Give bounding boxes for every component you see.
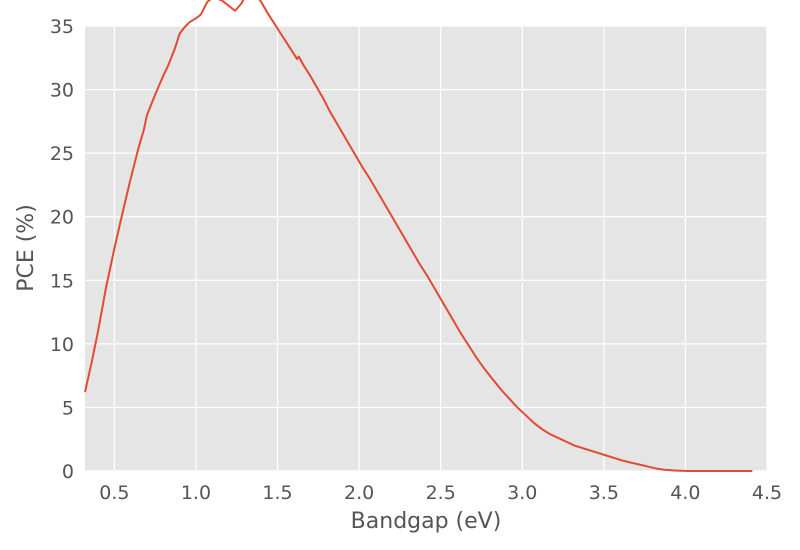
grid-lines bbox=[85, 25, 768, 472]
x-tick-label: 2.0 bbox=[344, 482, 374, 504]
x-tick-label: 1.0 bbox=[181, 482, 211, 504]
x-tick-label: 4.5 bbox=[752, 482, 782, 504]
x-tick-labels: 0.5 1.0 1.5 2.0 2.5 3.0 3.5 4.0 4.5 bbox=[99, 482, 782, 504]
y-tick-labels: 0 5 10 15 20 25 30 35 bbox=[50, 16, 74, 483]
series-group bbox=[84, 0, 753, 472]
plot-background bbox=[85, 26, 767, 471]
x-tick-label: 3.0 bbox=[507, 482, 537, 504]
y-tick-label: 5 bbox=[62, 397, 74, 419]
y-tick-label: 0 bbox=[62, 461, 74, 483]
y-tick-label: 10 bbox=[50, 334, 74, 356]
x-tick-label: 3.5 bbox=[589, 482, 619, 504]
x-axis-label: Bandgap (eV) bbox=[351, 509, 502, 534]
y-tick-label: 20 bbox=[50, 207, 74, 229]
y-tick-label: 35 bbox=[50, 16, 74, 38]
x-tick-label: 0.5 bbox=[99, 482, 129, 504]
x-tick-label: 4.0 bbox=[670, 482, 700, 504]
y-tick-label: 30 bbox=[50, 80, 74, 102]
y-tick-label: 25 bbox=[50, 143, 74, 165]
y-axis-label: PCE (%) bbox=[14, 204, 39, 292]
x-tick-label: 2.5 bbox=[426, 482, 456, 504]
x-tick-label: 1.5 bbox=[262, 482, 292, 504]
pce-series-line bbox=[84, 0, 753, 472]
y-tick-label: 15 bbox=[50, 270, 74, 292]
